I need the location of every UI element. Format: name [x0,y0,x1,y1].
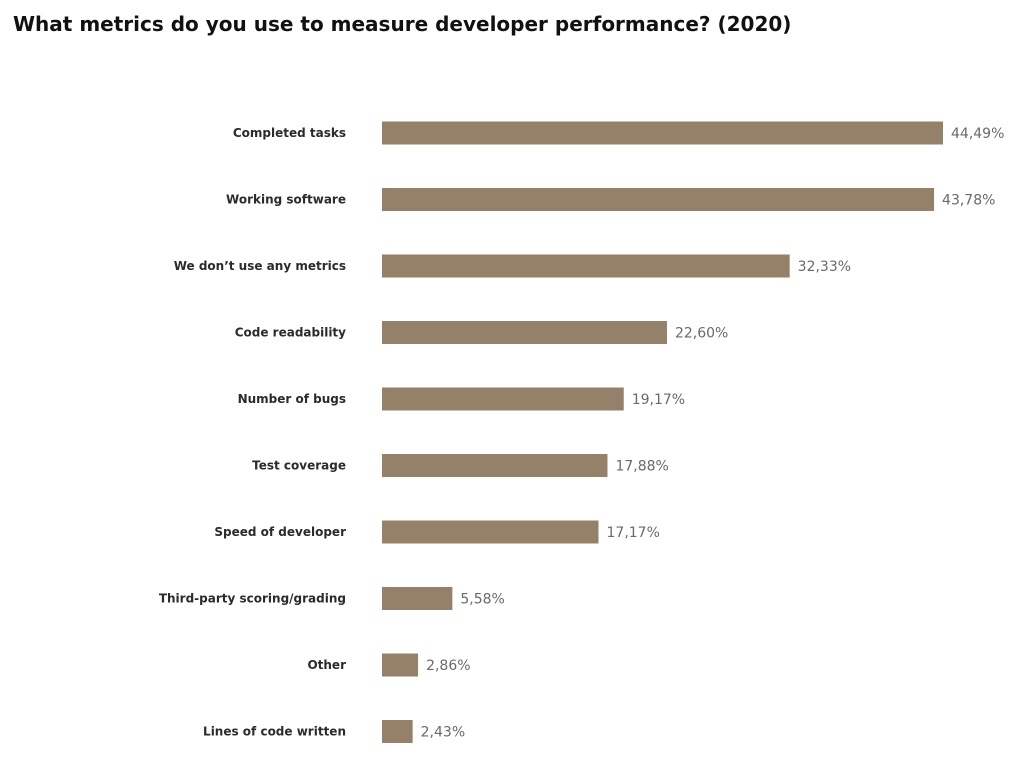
bar [382,720,413,743]
value-label: 19,17% [632,392,685,408]
category-label: We don’t use any metrics [174,259,346,273]
category-label: Speed of developer [214,525,346,539]
category-label: Third-party scoring/grading [159,592,346,606]
bar [382,254,790,278]
bar [382,653,419,677]
bar [382,454,608,477]
category-label: Code readability [235,326,346,340]
value-label: 5,58% [460,592,504,608]
bar [382,387,624,411]
category-label: Lines of code written [203,725,346,739]
category-label: Number of bugs [238,392,346,406]
value-label: 2,86% [426,658,470,674]
value-label: 43,78% [942,193,995,209]
value-label: 17,88% [615,459,668,475]
value-label: 44,49% [951,126,1004,142]
bar [382,188,935,211]
bar [382,520,599,544]
bar [382,321,667,344]
value-label: 32,33% [798,259,851,275]
value-label: 2,43% [421,725,465,741]
category-label: Other [307,658,346,672]
category-label: Working software [226,193,346,207]
category-label: Completed tasks [233,126,346,140]
chart-title: What metrics do you use to measure devel… [13,12,792,36]
bar [382,121,943,145]
value-label: 17,17% [607,525,660,541]
value-label: 22,60% [675,326,728,342]
category-label: Test coverage [252,459,346,473]
bar [382,587,453,610]
